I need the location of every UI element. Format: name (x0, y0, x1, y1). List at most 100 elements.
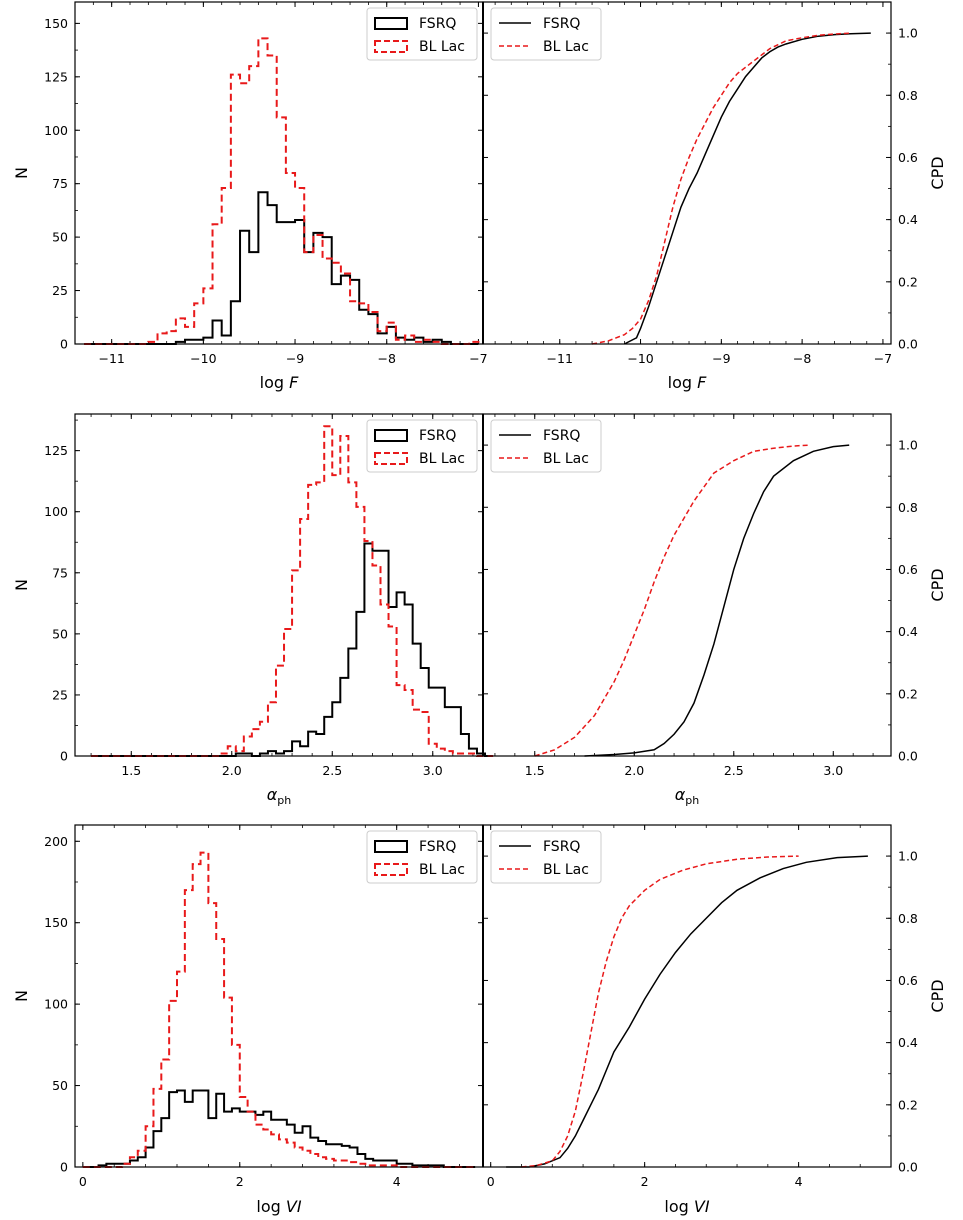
y-tick-label: 1.0 (898, 438, 918, 453)
legend-box (366, 7, 478, 61)
logVI-cpd-bllac-series (521, 855, 799, 1168)
y-tick-label: 0.4 (898, 1035, 918, 1050)
logVI-hist-fsrq-series (82, 1089, 476, 1168)
logF-cpd-bllac-series (591, 32, 851, 345)
y-tick-label: 50 (52, 1078, 68, 1093)
legend-label-fsrq: FSRQ (543, 428, 580, 444)
logF-cpd-ticks: −11 −10 −9 −8 −7 0.0 0.2 0.4 0.6 0.8 1.0 (483, 1, 918, 366)
y-tick-label: 0.0 (898, 1160, 918, 1175)
x-tick-label: −9 (712, 351, 730, 366)
legend-label-fsrq: FSRQ (419, 428, 456, 444)
x-tick-label: −9 (286, 351, 304, 366)
legend-box (490, 7, 602, 61)
logF-hist-legend: FSRQ BL Lac (366, 7, 478, 61)
alpha-hist-ylabel: N (12, 579, 31, 591)
legend-swatch-fsrq (374, 17, 408, 30)
y-tick-label: 125 (44, 443, 68, 458)
legend-label-bllac: BL Lac (419, 451, 465, 467)
logVI-hist-xlabel: log VI (256, 1197, 301, 1216)
y-tick-label: 100 (44, 997, 68, 1012)
alpha-hist-panel: 1.5 2.0 2.5 3.0 0 25 50 75 100 125 αph N FSRQ BL Lac (12, 413, 494, 807)
legend-box (490, 830, 602, 884)
logF-hist-ylabel: N (12, 167, 31, 179)
legend-box (366, 830, 478, 884)
x-tick-label: 4 (795, 1174, 803, 1189)
logVI-cpd-ticks: 0 2 4 0.0 0.2 0.4 0.6 0.8 1.0 (483, 824, 918, 1189)
y-tick-label: 0 (60, 337, 68, 352)
y-tick-label: 25 (52, 283, 68, 298)
logF-cpd-xlabel: log F (668, 373, 707, 392)
x-tick-label: 2.5 (724, 763, 744, 778)
legend-label-fsrq: FSRQ (543, 839, 580, 855)
y-tick-label: 0.2 (898, 686, 918, 701)
alpha-cpd-ticks: 1.5 2.0 2.5 3.0 0.0 0.2 0.4 0.6 0.8 1.0 (483, 413, 918, 778)
legend-box (490, 419, 602, 473)
y-tick-label: 100 (44, 123, 68, 138)
logF-cpd-ylabel: CPD (928, 156, 947, 189)
logVI-hist-legend: FSRQ BL Lac (366, 830, 478, 884)
y-tick-label: 0.4 (898, 212, 918, 227)
alpha-hist-xlabel: αph (267, 785, 292, 807)
y-tick-label: 0.0 (898, 337, 918, 352)
logVI-cpd-ylabel: CPD (928, 979, 947, 1012)
legend-swatch-bllac (374, 863, 408, 876)
alpha-hist-legend: FSRQ BL Lac (366, 419, 478, 473)
y-tick-label: 75 (52, 565, 68, 580)
legend-label-bllac: BL Lac (543, 451, 589, 467)
y-tick-label: 0.0 (898, 749, 918, 764)
y-tick-label: 0.4 (898, 624, 918, 639)
alpha-cpd-legend: FSRQ BL Lac (490, 419, 602, 473)
x-tick-label: −8 (793, 351, 811, 366)
logVI-cpd-panel: 0 2 4 0.0 0.2 0.4 0.6 0.8 1.0 log VI CPD FSRQ BL Lac (482, 824, 947, 1216)
logF-hist-fsrq-series (84, 191, 479, 345)
legend-label-bllac: BL Lac (419, 39, 465, 55)
alpha-cpd-bllac-series (534, 444, 810, 757)
legend-swatch-bllac (374, 40, 408, 53)
y-tick-label: 0.6 (898, 150, 918, 165)
y-tick-label: 0.6 (898, 562, 918, 577)
y-tick-label: 0.8 (898, 88, 918, 103)
x-tick-label: −7 (469, 351, 487, 366)
x-tick-label: 2.0 (222, 763, 242, 778)
logVI-cpd-xlabel: log VI (664, 1197, 709, 1216)
x-tick-label: 2 (641, 1174, 649, 1189)
logF-hist-bllac-series (84, 37, 480, 345)
legend-label-bllac: BL Lac (543, 39, 589, 55)
y-tick-label: 50 (52, 230, 68, 245)
y-tick-label: 100 (44, 504, 68, 519)
y-tick-label: 200 (44, 834, 68, 849)
legend-box (366, 419, 478, 473)
x-tick-label: 4 (393, 1174, 401, 1189)
x-tick-label: −11 (98, 351, 124, 366)
legend-swatch-bllac (374, 452, 408, 465)
y-tick-label: 1.0 (898, 849, 918, 864)
logVI-cpd-fsrq-series (506, 855, 868, 1168)
x-tick-label: −10 (627, 351, 653, 366)
legend-label-fsrq: FSRQ (419, 16, 456, 32)
x-tick-label: 1.5 (525, 763, 545, 778)
x-tick-label: 0 (487, 1174, 495, 1189)
y-tick-label: 150 (44, 16, 68, 31)
y-tick-label: 75 (52, 176, 68, 191)
legend-swatch-fsrq (374, 840, 408, 853)
y-tick-label: 0.8 (898, 500, 918, 515)
logF-hist-ticks: −11 −10 −9 −8 −7 0 25 50 75 100 125 150 (44, 2, 488, 366)
x-tick-label: 3.0 (823, 763, 843, 778)
y-tick-label: 0.6 (898, 973, 918, 988)
y-tick-label: 0.2 (898, 274, 918, 289)
y-tick-label: 125 (44, 69, 68, 84)
logF-hist-xlabel: log F (260, 373, 299, 392)
y-tick-label: 25 (52, 687, 68, 702)
x-tick-label: 3.0 (423, 763, 443, 778)
y-tick-label: 0 (60, 1160, 68, 1175)
logVI-hist-ylabel: N (12, 990, 31, 1002)
logVI-hist-panel: 0 2 4 0 50 100 150 200 log VI N FSRQ BL Lac (12, 824, 484, 1216)
logVI-cpd-legend: FSRQ BL Lac (490, 830, 602, 884)
x-tick-label: 2.0 (624, 763, 644, 778)
x-tick-label: −11 (547, 351, 573, 366)
x-tick-label: −7 (874, 351, 892, 366)
y-tick-label: 50 (52, 626, 68, 641)
x-tick-label: 2 (236, 1174, 244, 1189)
logVI-hist-bllac-series (82, 851, 476, 1168)
